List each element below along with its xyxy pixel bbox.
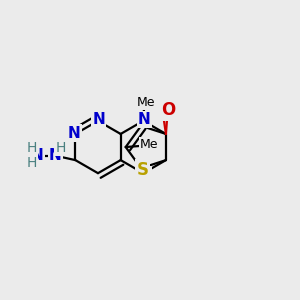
Text: N: N [31, 148, 44, 163]
Text: Me: Me [137, 97, 155, 110]
Text: H: H [55, 141, 66, 155]
Text: O: O [161, 101, 176, 119]
Text: Me: Me [140, 138, 158, 151]
Text: N: N [68, 126, 81, 141]
Text: N: N [138, 112, 151, 127]
Text: H: H [26, 141, 37, 155]
Text: H: H [26, 156, 37, 170]
Text: S: S [136, 161, 148, 179]
Text: N: N [92, 112, 105, 128]
Text: N: N [138, 167, 151, 182]
Text: N: N [49, 148, 62, 163]
